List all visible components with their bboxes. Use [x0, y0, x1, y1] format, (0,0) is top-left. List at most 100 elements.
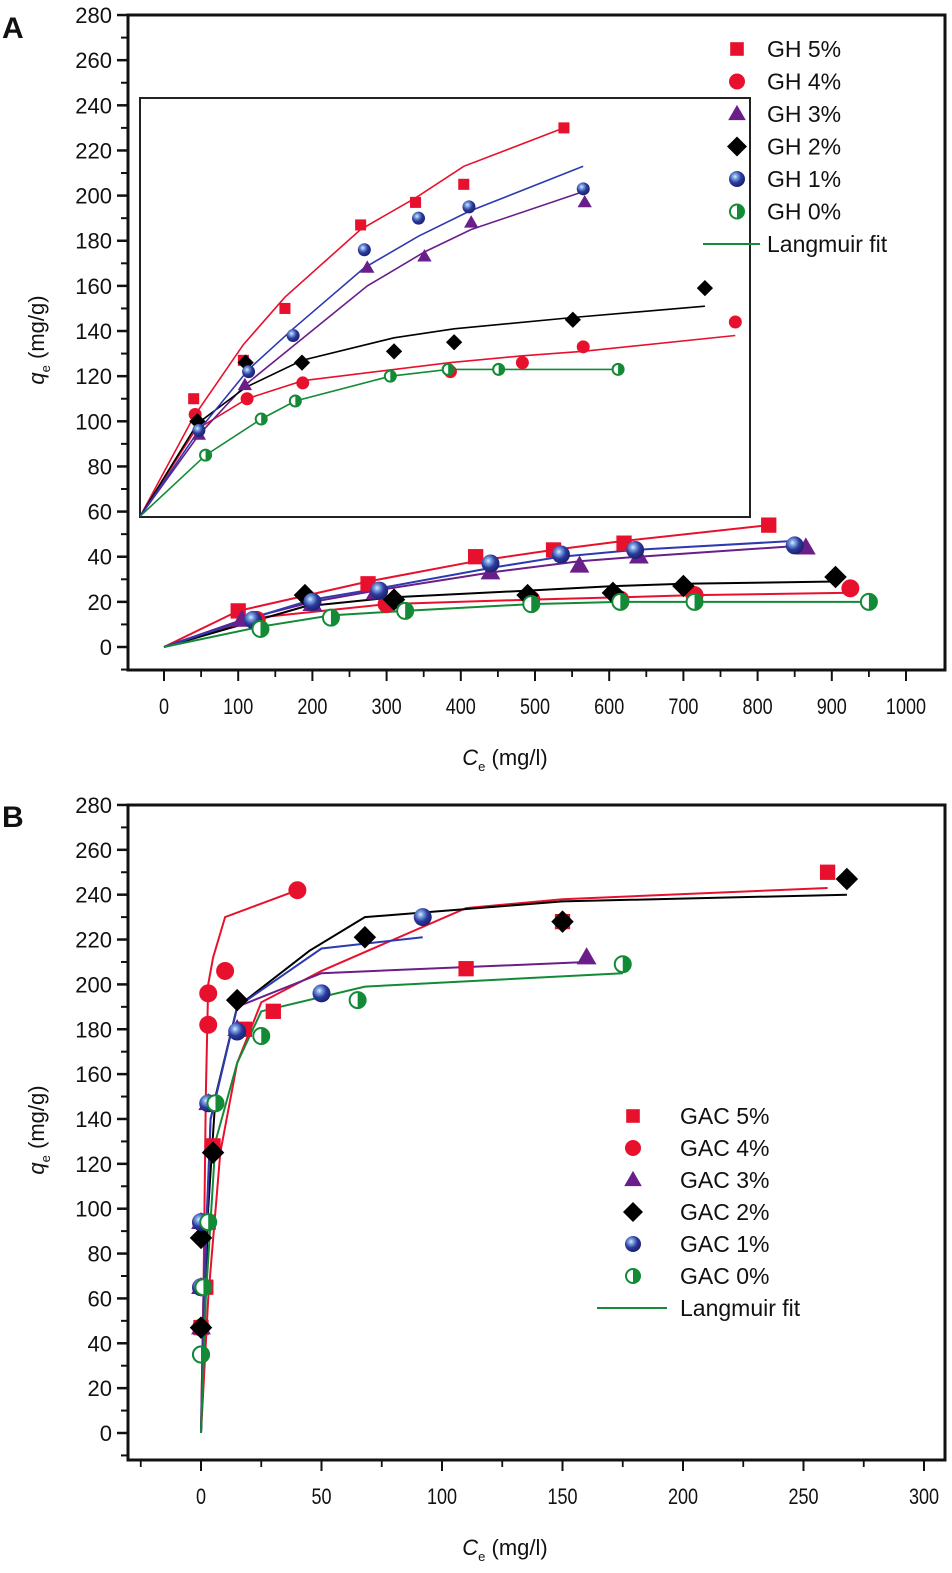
y-tick-label: 200: [75, 184, 112, 209]
data-point-gac-0pct-fill: [261, 1027, 270, 1044]
x-tick-label: 250: [788, 1485, 818, 1509]
data-point-gh-4pct: [841, 579, 860, 598]
legend-marker-gac-0pct-fill: [633, 1269, 640, 1283]
legend-label-gh-3pct: GH 3%: [767, 101, 841, 127]
legend-marker-gh-3pct: [728, 104, 746, 121]
panel-a-y-axis-title: qe (mg/g): [24, 295, 53, 384]
y-tick-label: 120: [75, 1152, 112, 1177]
y-tick-label: 180: [75, 229, 112, 254]
legend-label-gh-2pct: GH 2%: [767, 134, 841, 160]
y-tick-label: 60: [88, 500, 112, 525]
legend-marker-gac-3pct: [624, 1170, 642, 1187]
inset-data-point-gh-0pct: [254, 412, 268, 426]
inset-data-point-gh-0pct: [199, 448, 213, 462]
x-tick-label: 100: [427, 1485, 457, 1509]
y-tick-label: 20: [88, 590, 112, 615]
legend-marker-gh-0pct: [729, 203, 745, 220]
inset-data-point-gh-4pct: [240, 392, 254, 406]
inset-fit-line-gh-5pct: [139, 127, 565, 517]
legend-label-gh-4pct: GH 4%: [767, 69, 841, 95]
x-tick-label: 0: [196, 1485, 206, 1509]
y-tick-label: 100: [75, 409, 112, 434]
y-tick-label: 120: [75, 364, 112, 389]
data-point-gh-0pct: [251, 619, 270, 638]
data-point-gh-3pct: [569, 555, 590, 573]
data-point-gh-1pct: [481, 554, 500, 573]
inset-data-point-gh-2pct: [696, 280, 714, 297]
panel-a-inset: [139, 97, 751, 518]
data-point-gh-1pct: [370, 581, 389, 600]
y-tick-label: 80: [88, 1242, 112, 1267]
panel-a-frame: [126, 13, 947, 672]
data-point-gac-2pct: [201, 1141, 225, 1164]
inset-data-point-gh-0pct-fill: [390, 370, 396, 382]
data-point-gac-0pct-fill: [208, 1214, 217, 1231]
y-tick-label: 240: [75, 93, 112, 118]
x-tick-label: 200: [297, 695, 327, 719]
inset-data-point-gh-5pct: [458, 178, 470, 190]
inset-fit-line-gh-0pct: [139, 368, 619, 517]
data-point-gh-2pct: [672, 574, 695, 598]
inset-data-point-gh-4pct: [515, 356, 529, 370]
data-point-gac-2pct: [189, 1226, 213, 1250]
inset-data-point-gh-3pct: [577, 194, 592, 208]
panel-a-y-axis: 0 20 40 60 80 100 120 140 160 180 200 220 240 260 280: [75, 3, 128, 671]
legend-marker-gac-1pct: [625, 1236, 641, 1252]
data-point-gac-4pct: [288, 881, 307, 900]
data-point-gh-0pct-fill: [531, 596, 540, 613]
data-point-gh-1pct: [626, 540, 645, 559]
legend-label-gac-1pct: GAC 1%: [680, 1231, 769, 1257]
data-point-gac-1pct: [413, 908, 432, 927]
y-tick-label: 280: [75, 793, 112, 818]
fit-line-gh-0pct: [163, 600, 869, 648]
panel-a-label: A: [2, 12, 24, 45]
data-point-gac-3pct: [576, 947, 597, 965]
data-point-gac-0pct: [192, 1345, 210, 1364]
legend-marker-gac-5pct: [626, 1109, 640, 1123]
data-point-gac-5pct: [265, 1003, 281, 1019]
inset-data-point-gh-5pct: [410, 196, 422, 208]
panel-b-legend: GAC 5% GAC 4% GAC 3% GAC 2% GAC 1% GAC 0% Lang…: [597, 1103, 801, 1321]
inset-data-point-gh-3pct: [237, 377, 253, 391]
data-point-gac-0pct-fill: [357, 992, 366, 1009]
data-point-gac-1pct: [228, 1022, 247, 1041]
y-tick-label: 40: [88, 545, 112, 570]
data-point-gac-2pct: [225, 988, 249, 1012]
data-point-gac-2pct: [189, 1316, 213, 1339]
x-tick-label: 0: [159, 695, 169, 719]
legend-label-gac-2pct: GAC 2%: [680, 1199, 769, 1225]
legend-label-gac-0pct: GAC 0%: [680, 1263, 769, 1289]
data-point-gh-0pct-fill: [620, 593, 629, 610]
fit-line-gac-2pct: [200, 893, 847, 1434]
legend-marker-gac-0pct: [625, 1268, 641, 1284]
y-tick-label: 200: [75, 972, 112, 997]
legend-label-gh-5pct: GH 5%: [767, 36, 841, 62]
data-point-gac-0pct: [199, 1213, 218, 1232]
panel-b-x-axis: 0 50 100 150 200 250 300: [139, 1460, 939, 1509]
inset-fit-line-gh-1pct: [139, 165, 584, 517]
data-point-gh-1pct: [785, 536, 804, 555]
panel-b-x-axis-title: Ce (mg/l): [462, 1535, 547, 1564]
inset-data-point-gh-1pct: [242, 365, 256, 379]
inset-data-point-gh-0pct-fill: [261, 413, 267, 425]
inset-data-point-gh-1pct: [192, 423, 206, 437]
y-tick-label: 100: [75, 1197, 112, 1222]
legend-label-langmuir-fit: Langmuir fit: [767, 231, 888, 257]
x-tick-label: 900: [817, 695, 847, 719]
data-point-gh-1pct: [551, 545, 570, 564]
legend-label-gh-0pct: GH 0%: [767, 199, 841, 225]
inset-data-point-gh-0pct: [611, 362, 625, 376]
data-point-gh-0pct-fill: [330, 609, 339, 626]
data-point-gac-2pct: [353, 926, 377, 949]
data-point-gh-0pct: [396, 601, 415, 620]
inset-data-point-gh-2pct: [293, 354, 311, 371]
inset-data-point-gh-1pct: [357, 243, 371, 257]
y-tick-label: 260: [75, 48, 112, 73]
inset-data-point-gh-0pct-fill: [448, 363, 454, 375]
panel-b-y-axis-title: qe (mg/g): [24, 1085, 53, 1174]
data-point-gh-1pct: [303, 592, 322, 611]
data-point-gh-0pct: [859, 592, 878, 611]
inset-data-point-gh-5pct: [188, 393, 200, 405]
legend-marker-gh-0pct-fill: [737, 204, 745, 219]
